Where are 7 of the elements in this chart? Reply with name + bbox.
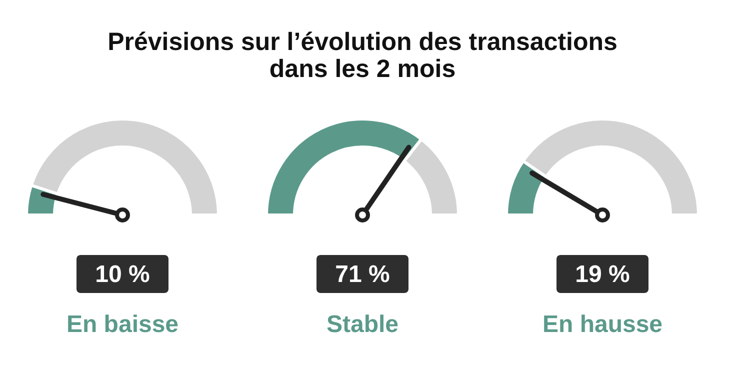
text: 71 %	[335, 261, 390, 288]
text: Stable	[326, 311, 399, 338]
text: 19 %	[575, 261, 630, 288]
text: 10 %	[95, 261, 150, 288]
text: En hausse	[542, 311, 663, 338]
text: En baisse	[66, 311, 179, 338]
text: Prévisions sur l’évolution des transactions dans les 2 mois	[108, 28, 618, 83]
